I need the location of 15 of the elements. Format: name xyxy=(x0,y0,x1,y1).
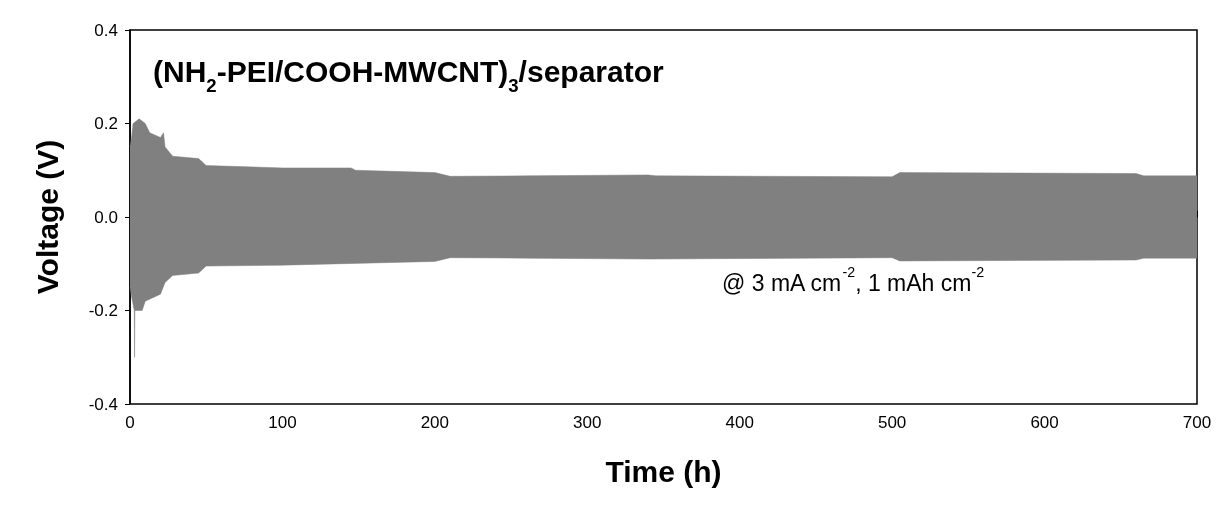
y-tick-label: -0.4 xyxy=(88,394,118,414)
x-tick-label: 0 xyxy=(125,413,135,432)
x-tick-label: 700 xyxy=(1182,413,1212,432)
y-tick-label: -0.2 xyxy=(88,301,118,320)
y-axis-title: Voltage (V) xyxy=(30,139,64,295)
x-tick-label: 500 xyxy=(877,413,907,432)
x-tick-label: 100 xyxy=(268,413,297,432)
y-tick-label: 0.4 xyxy=(94,20,118,40)
x-tick-label: 200 xyxy=(420,413,450,432)
x-axis-title: Time (h) xyxy=(605,454,722,488)
y-tick-label: 0.0 xyxy=(94,207,118,227)
x-tick-label: 300 xyxy=(573,413,602,432)
y-tick-label: 0.2 xyxy=(94,114,118,133)
x-tick-label: 400 xyxy=(725,413,754,432)
x-tick-label: 600 xyxy=(1030,413,1059,432)
